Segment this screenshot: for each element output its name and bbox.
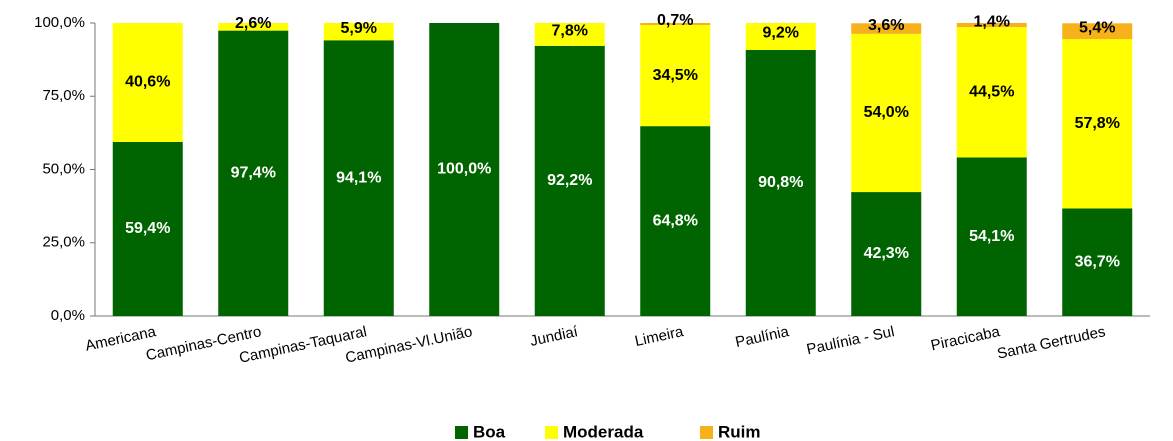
y-tick-label: 75,0% xyxy=(42,87,85,104)
data-label: 0,7% xyxy=(657,12,693,29)
legend-label: Moderada xyxy=(563,422,644,441)
data-label: 94,1% xyxy=(336,169,381,186)
bar-segment xyxy=(218,30,289,316)
data-label: 40,6% xyxy=(125,74,170,91)
bar-segment xyxy=(1062,208,1133,316)
bar-segment xyxy=(1062,23,1133,40)
x-tick-label: Paulínia xyxy=(734,323,791,351)
x-tick-label: Limeira xyxy=(633,323,685,350)
legend-swatch xyxy=(700,426,713,439)
bar-segment xyxy=(218,23,289,31)
bar-segment xyxy=(112,23,183,142)
x-tick-label: Jundiaí xyxy=(529,323,581,350)
data-label: 9,2% xyxy=(763,25,799,42)
bar-segment xyxy=(745,23,816,50)
data-label: 57,8% xyxy=(1075,115,1120,132)
x-tick-label: Santa Gertrudes xyxy=(996,323,1107,363)
y-tick-label: 0,0% xyxy=(51,307,85,324)
data-label: 1,4% xyxy=(974,13,1010,30)
legend-label: Ruim xyxy=(718,422,761,441)
data-label: 42,3% xyxy=(864,245,909,262)
bar-segment xyxy=(323,40,394,317)
bar-segment xyxy=(640,23,711,26)
bar-segment xyxy=(112,141,183,316)
x-tick-label: Piracicaba xyxy=(929,323,1002,354)
bar-segment xyxy=(956,27,1027,158)
data-label: 3,6% xyxy=(868,17,904,34)
bar-segment xyxy=(956,23,1027,28)
legend-swatch xyxy=(545,426,558,439)
y-tick-label: 100,0% xyxy=(34,14,85,31)
bar-segment xyxy=(851,23,922,34)
y-tick-label: 50,0% xyxy=(42,160,85,177)
bar-segment xyxy=(640,126,711,316)
bar-segment xyxy=(429,23,500,316)
bar-segment xyxy=(745,49,816,317)
bar-segment xyxy=(534,23,605,46)
data-label: 64,8% xyxy=(653,212,698,229)
data-label: 100,0% xyxy=(437,161,491,178)
bar-segment xyxy=(1062,39,1133,209)
data-label: 36,7% xyxy=(1075,253,1120,270)
bar-segment xyxy=(956,157,1027,316)
x-tick-label: Paulínia - Sul xyxy=(805,323,896,358)
bar-segment xyxy=(534,45,605,316)
bar-segment xyxy=(851,33,922,193)
bar-segment xyxy=(323,23,394,41)
data-label: 59,4% xyxy=(125,220,170,237)
bar-segment xyxy=(851,192,922,316)
data-label: 54,0% xyxy=(864,104,909,121)
y-tick-label: 25,0% xyxy=(42,234,85,251)
data-label: 92,2% xyxy=(547,172,592,189)
legend-label: Boa xyxy=(473,422,506,441)
data-label: 97,4% xyxy=(231,165,276,182)
data-label: 5,9% xyxy=(341,20,377,37)
bar-segment xyxy=(640,25,711,127)
data-label: 34,5% xyxy=(653,67,698,84)
legend-swatch xyxy=(455,426,468,439)
data-label: 90,8% xyxy=(758,174,803,191)
data-label: 54,1% xyxy=(969,228,1014,245)
data-label: 44,5% xyxy=(969,84,1014,101)
data-label: 7,8% xyxy=(552,23,588,40)
data-label: 5,4% xyxy=(1079,19,1115,36)
data-label: 2,6% xyxy=(235,15,271,32)
